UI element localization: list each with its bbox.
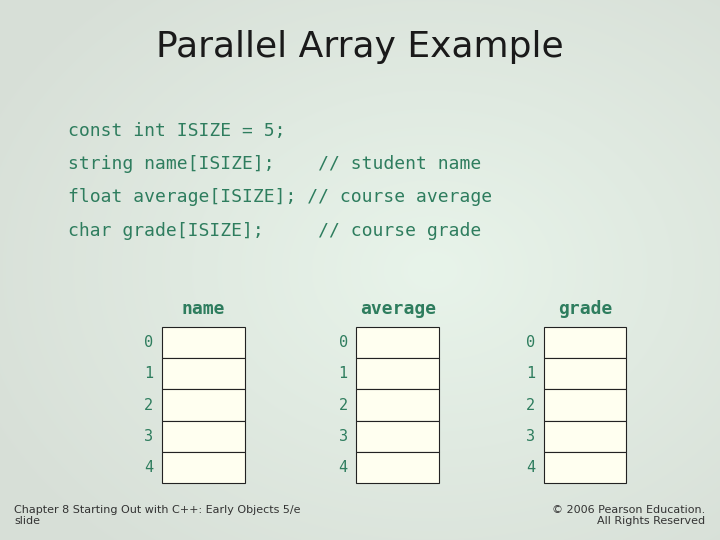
Text: 0: 0 bbox=[144, 335, 153, 350]
Text: average: average bbox=[360, 300, 436, 318]
Bar bbox=[356, 452, 439, 483]
Bar bbox=[356, 327, 439, 358]
Bar bbox=[162, 421, 245, 452]
Text: 1: 1 bbox=[144, 366, 153, 381]
Bar bbox=[162, 327, 245, 358]
Bar bbox=[356, 389, 439, 421]
Text: 2: 2 bbox=[144, 397, 153, 413]
Text: 4: 4 bbox=[144, 460, 153, 475]
Text: grade: grade bbox=[558, 300, 612, 318]
Text: name: name bbox=[181, 300, 225, 318]
Bar bbox=[162, 389, 245, 421]
Text: 0: 0 bbox=[526, 335, 535, 350]
Text: 3: 3 bbox=[144, 429, 153, 444]
Text: 2: 2 bbox=[338, 397, 348, 413]
Text: 3: 3 bbox=[338, 429, 348, 444]
Text: 1: 1 bbox=[338, 366, 348, 381]
Bar bbox=[544, 389, 626, 421]
Text: 0: 0 bbox=[338, 335, 348, 350]
Text: 1: 1 bbox=[526, 366, 535, 381]
Bar bbox=[162, 452, 245, 483]
Bar bbox=[544, 327, 626, 358]
Text: string name[ISIZE];    // student name: string name[ISIZE]; // student name bbox=[68, 155, 482, 173]
Text: © 2006 Pearson Education.
All Rights Reserved: © 2006 Pearson Education. All Rights Res… bbox=[552, 505, 706, 526]
Text: float average[ISIZE]; // course average: float average[ISIZE]; // course average bbox=[68, 188, 492, 206]
Text: char grade[ISIZE];     // course grade: char grade[ISIZE]; // course grade bbox=[68, 222, 482, 240]
Bar bbox=[356, 358, 439, 389]
Text: 4: 4 bbox=[526, 460, 535, 475]
Text: 2: 2 bbox=[526, 397, 535, 413]
Bar bbox=[162, 358, 245, 389]
Text: Chapter 8 Starting Out with C++: Early Objects 5/e
slide: Chapter 8 Starting Out with C++: Early O… bbox=[14, 505, 301, 526]
Bar bbox=[544, 358, 626, 389]
Bar bbox=[544, 421, 626, 452]
Text: 4: 4 bbox=[338, 460, 348, 475]
Text: 3: 3 bbox=[526, 429, 535, 444]
Text: const int ISIZE = 5;: const int ISIZE = 5; bbox=[68, 122, 286, 139]
Bar bbox=[544, 452, 626, 483]
Bar bbox=[356, 421, 439, 452]
Text: Parallel Array Example: Parallel Array Example bbox=[156, 30, 564, 64]
